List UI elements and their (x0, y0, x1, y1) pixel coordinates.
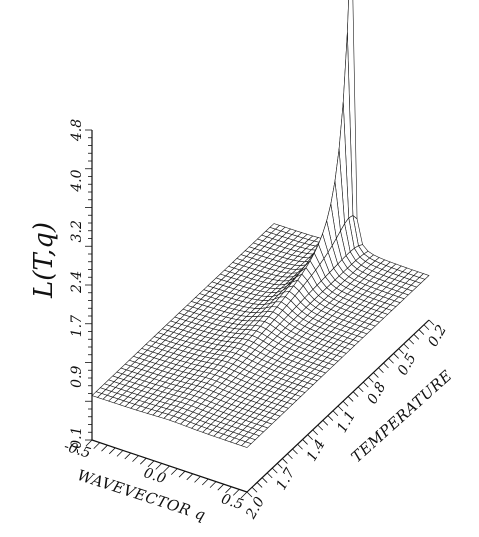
t-tick-mark (398, 348, 404, 354)
t-tick-mark (388, 357, 394, 364)
q-axis-title: WAVEVECTOR q (75, 466, 208, 524)
t-tick-mark (307, 434, 313, 440)
t-tick-mark (312, 429, 319, 436)
z-tick-label: 3.2 (69, 220, 85, 242)
q-tick-mark (225, 486, 232, 494)
t-tick-mark (408, 338, 415, 345)
q-tick-mark (155, 463, 163, 470)
q-tick-mark (132, 455, 139, 462)
surface-cell (240, 441, 252, 448)
t-tick-mark (251, 486, 258, 493)
t-tick-label: 1.4 (304, 437, 329, 464)
t-tick-mark (347, 396, 354, 402)
t-tick-mark (271, 467, 278, 474)
t-tick-mark (266, 472, 273, 479)
z-axis-title: L(T,q) (29, 222, 59, 299)
t-tick-mark (383, 362, 389, 369)
t-tick-mark (393, 353, 399, 359)
q-tick-mark (209, 481, 217, 488)
q-axis: -0.5 0.0 0.5 WAVEVECTOR q (62, 438, 248, 524)
t-tick-mark (352, 391, 359, 397)
t-tick-mark (423, 324, 430, 331)
z-axis: -0.1 0.9 1.7 2.4 3.2 4.0 4.8 L(T,q) (29, 119, 93, 454)
z-tick-label: 0.9 (69, 366, 85, 388)
q-tick-mark (139, 457, 147, 465)
t-tick-mark (327, 415, 334, 421)
t-tick-label: 1.7 (273, 466, 298, 493)
z-tick-label: 1.7 (69, 315, 85, 337)
q-tick-mark (186, 473, 194, 481)
t-tick-mark (373, 372, 379, 378)
z-axis-ticks: -0.1 0.9 1.7 2.4 3.2 4.0 4.8 (69, 119, 92, 454)
t-tick-label: 0.2 (425, 322, 450, 349)
t-tick-mark (413, 334, 420, 340)
t-tick-mark (403, 343, 410, 350)
z-tick-label: 4.0 (69, 169, 85, 192)
t-tick-mark (418, 329, 425, 335)
q-tick-mark (217, 483, 225, 491)
t-tick-mark (368, 377, 374, 383)
t-tick-mark (282, 458, 288, 464)
t-tick-mark (277, 463, 283, 469)
q-tick-mark (124, 452, 132, 460)
t-tick-mark (261, 477, 268, 483)
t-tick-label: 0.8 (364, 380, 389, 407)
q-tick-mark (178, 470, 186, 478)
t-tick-mark (337, 405, 344, 412)
q-tick-mark (194, 476, 201, 483)
t-tick-label: 0.5 (395, 351, 420, 378)
t-tick-mark (357, 386, 364, 393)
q-tick-mark (116, 450, 124, 457)
z-tick-label: 2.4 (69, 271, 85, 294)
q-tick-mark (93, 442, 101, 449)
q-tick-mark (85, 439, 93, 447)
t-tick-label: 1.1 (334, 408, 359, 435)
t-tick-mark (322, 420, 329, 426)
z-tick-label: -0.1 (69, 427, 85, 454)
t-tick-mark (332, 410, 339, 417)
q-tick-mark (201, 478, 209, 486)
q-tick-mark (101, 444, 108, 452)
q-axis-ticks: -0.5 0.0 0.5 (62, 438, 248, 513)
q-tick-mark (232, 489, 240, 496)
t-tick-mark (362, 381, 369, 388)
t-tick-mark (342, 400, 349, 407)
t-tick-mark (428, 319, 435, 326)
z-tick-label: 4.8 (69, 119, 85, 142)
t-tick-mark (302, 439, 308, 445)
t-tick-mark (317, 424, 324, 431)
t-tick-mark (292, 448, 298, 455)
t-tick-mark (246, 491, 253, 498)
t-tick-mark (378, 367, 384, 374)
t-tick-label: 2.0 (243, 494, 269, 522)
t-tick-mark (256, 482, 263, 488)
q-tick-mark (170, 468, 178, 475)
q-tick-mark (240, 491, 248, 499)
q-tick-label: -0.5 (62, 438, 93, 462)
t-tick-mark (287, 453, 293, 460)
surface-mesh (91, 0, 430, 448)
q-tick-label: 0.5 (219, 491, 245, 513)
q-tick-mark (147, 460, 155, 468)
q-tick-mark (108, 447, 116, 455)
t-tick-mark (297, 443, 303, 450)
q-tick-label: 0.0 (142, 465, 168, 487)
q-tick-mark (163, 465, 170, 473)
